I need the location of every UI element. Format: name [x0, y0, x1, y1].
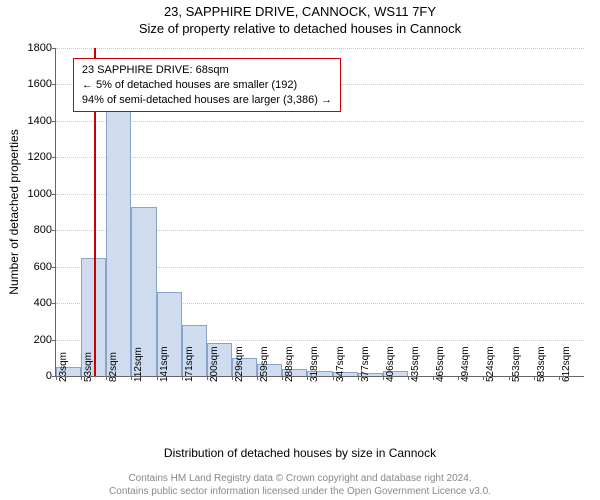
gridline [56, 157, 584, 158]
x-axis-label: Distribution of detached houses by size … [0, 446, 600, 460]
x-tick-label: 406sqm [385, 346, 396, 382]
y-tick-label: 600 [34, 261, 56, 273]
chart-title: 23, SAPPHIRE DRIVE, CANNOCK, WS11 7FY Si… [0, 0, 600, 38]
x-tick-label: 288sqm [284, 346, 295, 382]
x-tick-label: 435sqm [410, 346, 421, 382]
x-tick-label: 612sqm [561, 346, 572, 382]
x-tick-label: 200sqm [209, 346, 220, 382]
x-tick-label: 112sqm [133, 347, 144, 382]
footer-line-2: Contains public sector information licen… [0, 486, 600, 499]
y-tick-label: 1600 [28, 78, 56, 90]
x-tick-label: 347sqm [335, 346, 346, 382]
gridline [56, 48, 584, 49]
title-line-2: Size of property relative to detached ho… [0, 21, 600, 38]
y-tick-label: 0 [46, 370, 56, 382]
y-tick-label: 1400 [28, 115, 56, 127]
footer-line-1: Contains HM Land Registry data © Crown c… [0, 473, 600, 486]
annotation-line: 94% of semi-detached houses are larger (… [82, 93, 332, 108]
x-tick-label: 82sqm [108, 352, 119, 382]
y-tick-label: 1200 [28, 151, 56, 163]
title-line-1: 23, SAPPHIRE DRIVE, CANNOCK, WS11 7FY [0, 4, 600, 21]
annotation-line: 23 SAPPHIRE DRIVE: 68sqm [82, 63, 332, 78]
footer: Contains HM Land Registry data © Crown c… [0, 473, 600, 498]
x-tick-label: 171sqm [184, 346, 195, 382]
y-tick-label: 200 [34, 334, 56, 346]
x-tick-label: 583sqm [536, 346, 547, 382]
x-tick-label: 553sqm [511, 346, 522, 382]
gridline [56, 121, 584, 122]
histogram-bar [106, 99, 131, 376]
x-tick-label: 141sqm [159, 346, 170, 382]
annotation-line: ← 5% of detached houses are smaller (192… [82, 78, 332, 93]
y-tick-label: 1800 [28, 42, 56, 54]
x-tick-label: 259sqm [259, 346, 270, 382]
y-axis-label: Number of detached properties [7, 129, 21, 294]
chart-container: 23, SAPPHIRE DRIVE, CANNOCK, WS11 7FY Si… [0, 0, 600, 500]
gridline [56, 194, 584, 195]
x-tick-label: 53sqm [83, 352, 94, 382]
x-tick-label: 524sqm [485, 346, 496, 382]
x-tick-label: 377sqm [360, 346, 371, 382]
x-tick-label: 465sqm [435, 346, 446, 382]
y-tick-label: 800 [34, 224, 56, 236]
y-tick-label: 1000 [28, 188, 56, 200]
annotation-box: 23 SAPPHIRE DRIVE: 68sqm← 5% of detached… [73, 58, 341, 113]
x-tick-label: 229sqm [234, 346, 245, 382]
x-tick-label: 494sqm [460, 346, 471, 382]
y-tick-label: 400 [34, 297, 56, 309]
plot-area: 02004006008001000120014001600180023sqm53… [55, 48, 584, 377]
x-tick-label: 23sqm [58, 352, 69, 382]
x-tick-label: 318sqm [309, 346, 320, 382]
